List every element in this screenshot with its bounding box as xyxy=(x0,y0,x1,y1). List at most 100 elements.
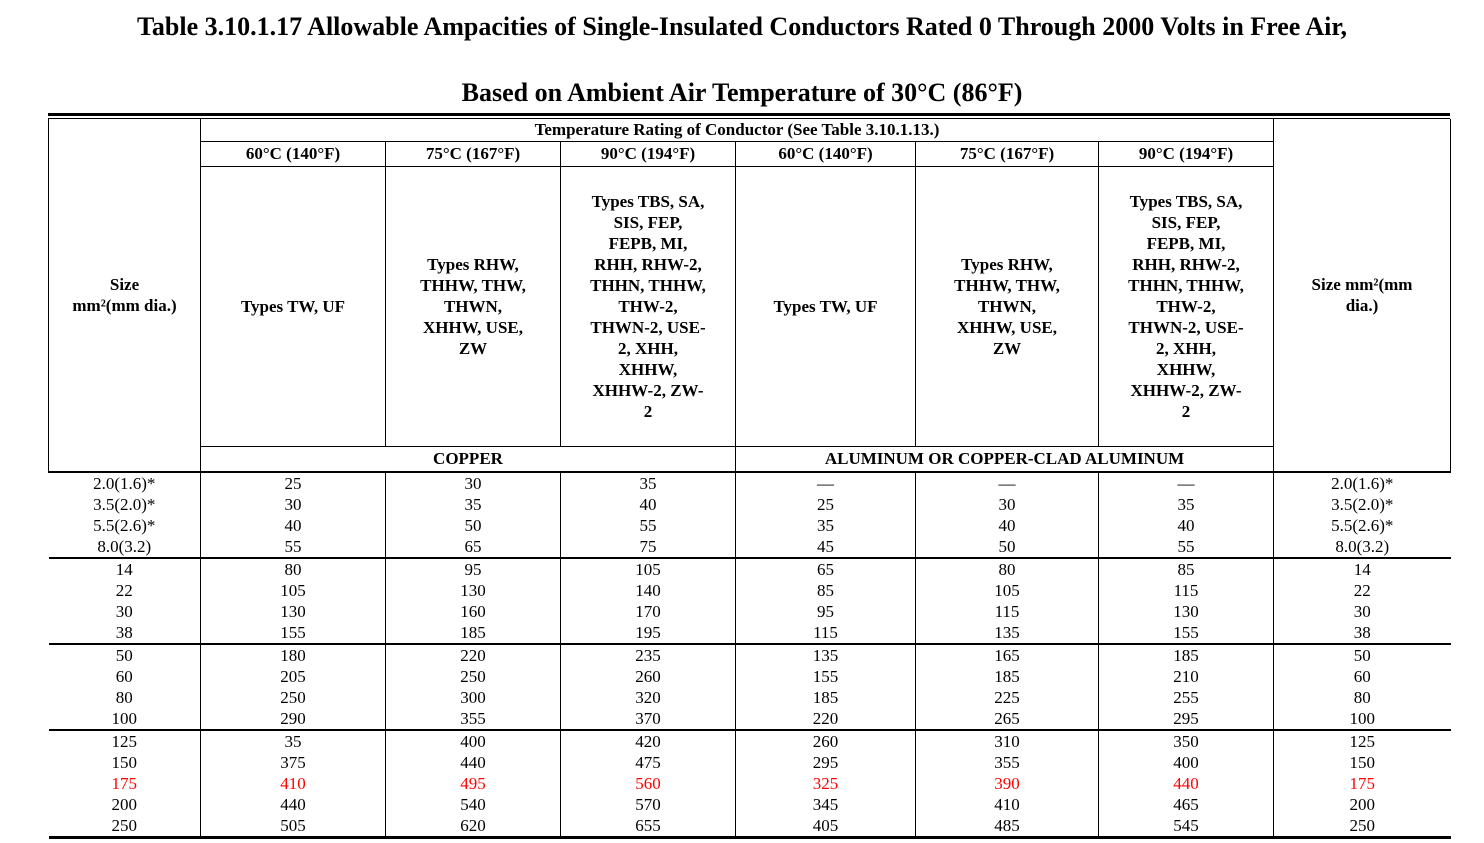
ampacity-cell: 40 xyxy=(1097,515,1275,536)
types-rhw-group-copper: Types RHW, THHW, THW, THWN, XHHW, USE, Z… xyxy=(385,166,561,447)
title-double-rule xyxy=(48,113,1450,119)
ampacity-cell: 95 xyxy=(385,557,561,580)
table-row: 150 375 440 475 295 355 400 150 xyxy=(48,752,1451,773)
types-tw-uf-aluminum: Types TW, UF xyxy=(735,166,916,447)
ampacity-cell: 45 xyxy=(735,536,916,558)
ampacity-cell: 355 xyxy=(385,708,561,730)
ampacity-cell: 135 xyxy=(735,643,916,666)
size-cell: 80 xyxy=(1273,687,1451,708)
ampacity-cell: 170 xyxy=(560,601,736,622)
size-cell: 60 xyxy=(1273,666,1451,687)
size-cell: 100 xyxy=(48,708,201,730)
ampacity-cell: 255 xyxy=(1097,687,1275,708)
ampacity-cell: 295 xyxy=(735,752,916,773)
ampacity-cell: — xyxy=(915,472,1099,494)
ampacity-cell: 30 xyxy=(915,494,1099,515)
ampacity-cell: 440 xyxy=(385,752,561,773)
types-tbs-group-aluminum: Types TBS, SA, SIS, FEP, FEPB, MI, RHH, … xyxy=(1097,166,1275,447)
temp-header-90c-aluminum: 90°C (194°F) xyxy=(1097,141,1275,167)
ampacity-cell: 35 xyxy=(1097,494,1275,515)
ampacity-cell: 405 xyxy=(735,815,916,838)
size-cell: 125 xyxy=(48,729,201,752)
temp-header-90c-copper: 90°C (194°F) xyxy=(560,141,736,167)
ampacity-cell: 155 xyxy=(200,622,386,644)
ampacity-cell: 30 xyxy=(385,472,561,494)
ampacity-cell: 105 xyxy=(560,557,736,580)
table-row: 2.0(1.6)* 25 30 35— — —2.0(1.6)* xyxy=(48,472,1451,494)
ampacity-cell: 235 xyxy=(560,643,736,666)
types-tw-uf-copper: Types TW, UF xyxy=(200,166,386,447)
ampacity-cell: 40 xyxy=(560,494,736,515)
ampacity-cell: 130 xyxy=(385,580,561,601)
size-cell: 14 xyxy=(1273,557,1451,580)
size-cell: 30 xyxy=(1273,601,1451,622)
ampacity-cell: 105 xyxy=(200,580,386,601)
ampacity-cell: 295 xyxy=(1097,708,1275,730)
ampacity-cell: 55 xyxy=(1097,536,1275,558)
ampacity-cell: 655 xyxy=(560,815,736,838)
ampacity-cell: 180 xyxy=(200,643,386,666)
size-cell: 50 xyxy=(1273,643,1451,666)
ampacity-cell: 95 xyxy=(735,601,916,622)
table-row: 175 410 495 560 325 390 440 175 xyxy=(48,773,1451,794)
ampacity-cell: 55 xyxy=(560,515,736,536)
ampacity-cell: 220 xyxy=(385,643,561,666)
size-column-header-left: Size mm²(mm dia.) xyxy=(48,119,201,473)
ampacity-cell: 50 xyxy=(385,515,561,536)
ampacity-cell: 55 xyxy=(200,536,386,558)
ampacity-cell: 495 xyxy=(385,773,561,794)
ampacity-cell: 165 xyxy=(915,643,1099,666)
size-cell: 125 xyxy=(1273,729,1451,752)
size-cell: 8.0(3.2) xyxy=(1273,536,1451,558)
ampacity-cell: 205 xyxy=(200,666,386,687)
table-row: 80 250 300 320 185 225 255 80 xyxy=(48,687,1451,708)
size-cell: 38 xyxy=(48,622,201,644)
temp-header-75c-copper: 75°C (167°F) xyxy=(385,141,561,167)
ampacity-cell: 75 xyxy=(560,536,736,558)
ampacity-cell: 540 xyxy=(385,794,561,815)
ampacity-cell: 65 xyxy=(385,536,561,558)
ampacity-cell: 355 xyxy=(915,752,1099,773)
ampacity-cell: 65 xyxy=(735,557,916,580)
temp-header-75c-aluminum: 75°C (167°F) xyxy=(915,141,1099,167)
temp-header-60c-aluminum: 60°C (140°F) xyxy=(735,141,916,167)
size-cell: 22 xyxy=(48,580,201,601)
ampacity-cell: 400 xyxy=(385,729,561,752)
table-row: 50 180 220 235 135 165 185 50 xyxy=(48,643,1451,666)
types-rhw-group-aluminum: Types RHW, THHW, THW, THWN, XHHW, USE, Z… xyxy=(915,166,1099,447)
material-header-copper: COPPER xyxy=(200,446,736,473)
table-row: 8.0(3.2) 55 65 75 45 50 55 8.0(3.2) xyxy=(48,536,1451,558)
ampacity-cell: 570 xyxy=(560,794,736,815)
size-cell: 38 xyxy=(1273,622,1451,644)
ampacity-cell: 185 xyxy=(385,622,561,644)
table-row: 22 105 130 140 85 105 115 22 xyxy=(48,580,1451,601)
ampacity-cell: 350 xyxy=(1097,729,1275,752)
ampacity-cell: 440 xyxy=(200,794,386,815)
ampacity-cell: 105 xyxy=(915,580,1099,601)
ampacity-cell: 85 xyxy=(735,580,916,601)
ampacity-cell: 390 xyxy=(915,773,1099,794)
ampacity-cell: 185 xyxy=(735,687,916,708)
temp-header-60c-copper: 60°C (140°F) xyxy=(200,141,386,167)
table-row: 200 440 540 570 345 410 465 200 xyxy=(48,794,1451,815)
size-cell: 8.0(3.2) xyxy=(48,536,201,558)
size-cell: 3.5(2.0)* xyxy=(48,494,201,515)
ampacity-cell: 50 xyxy=(915,536,1099,558)
page-title-line1: Table 3.10.1.17 Allowable Ampacities of … xyxy=(136,12,1348,41)
page-title-line2: Based on Ambient Air Temperature of 30°C… xyxy=(461,78,1023,107)
ampacity-cell: 210 xyxy=(1097,666,1275,687)
ampacity-cell: 115 xyxy=(915,601,1099,622)
ampacity-cell: 130 xyxy=(200,601,386,622)
ampacity-cell: — xyxy=(735,472,916,494)
ampacity-cell: 35 xyxy=(560,472,736,494)
ampacity-cell: — xyxy=(1097,472,1275,494)
ampacity-cell: 260 xyxy=(560,666,736,687)
size-cell: 2.0(1.6)* xyxy=(48,472,201,494)
size-cell: 14 xyxy=(48,557,201,580)
ampacity-cell: 80 xyxy=(200,557,386,580)
size-cell: 5.5(2.6)* xyxy=(48,515,201,536)
ampacity-cell: 420 xyxy=(560,729,736,752)
material-header-aluminum: ALUMINUM OR COPPER-CLAD ALUMINUM xyxy=(734,446,1275,473)
ampacity-cell: 25 xyxy=(200,472,386,494)
size-cell: 200 xyxy=(48,794,201,815)
